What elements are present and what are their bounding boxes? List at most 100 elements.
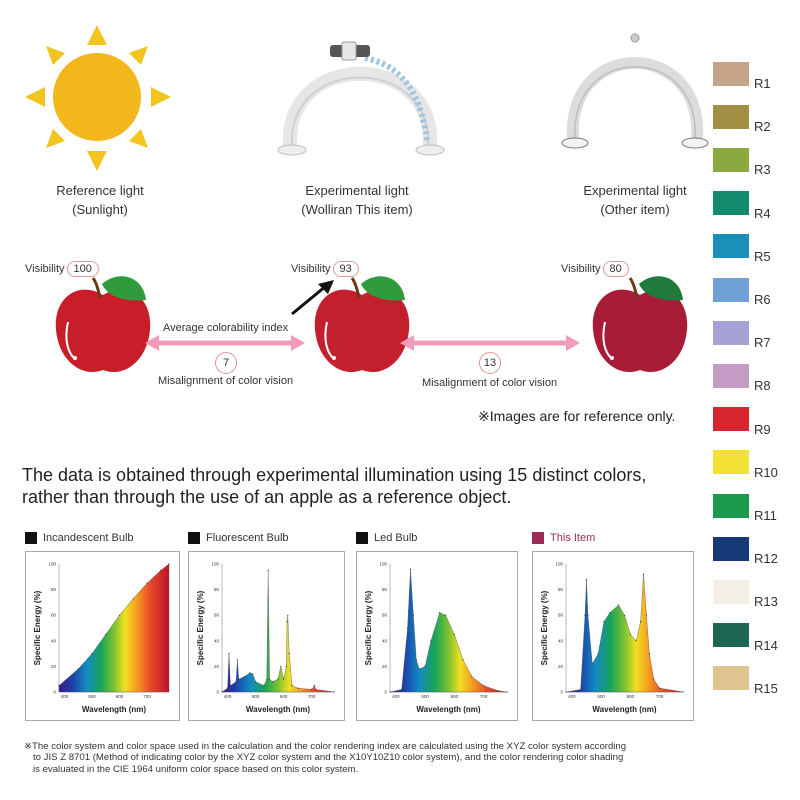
visibility-label: Visibility bbox=[291, 263, 331, 275]
spectrum-point bbox=[471, 676, 473, 678]
spectrum-point bbox=[91, 653, 93, 655]
spectrum-point bbox=[418, 668, 420, 670]
footnote: ※The color system and color space used i… bbox=[24, 741, 704, 775]
swatch-label: R1 bbox=[754, 76, 771, 91]
chart-panel-incandescent: 0 20 40 60 80 100 400 500 600 700 Wavelength (nm) S… bbox=[25, 551, 180, 721]
spectrum-point bbox=[58, 685, 60, 687]
spectrum-point bbox=[645, 614, 648, 616]
swatch-label: R5 bbox=[754, 248, 771, 264]
legend-label: Incandescent Bulb bbox=[43, 532, 134, 544]
chart-panel-fluorescent: 0 20 40 60 80 100 400 500 600 700 Wavelength (nm) S… bbox=[188, 551, 345, 721]
x-tick-label: 500 bbox=[597, 694, 605, 699]
swatch-label: R2 bbox=[754, 119, 771, 135]
spectrum-chart: 0 20 40 60 80 100 400 500 600 700 Wavelength (nm) S… bbox=[364, 562, 508, 714]
swatch-box bbox=[713, 61, 749, 86]
footnote-line: to JIS Z 8701 (Method of indicating colo… bbox=[33, 752, 624, 764]
swatch-box bbox=[713, 450, 749, 475]
light-title: Reference light bbox=[56, 183, 144, 198]
y-tick-label: 100 bbox=[555, 562, 563, 567]
spectrum-point bbox=[263, 685, 265, 687]
swatch-box bbox=[713, 191, 749, 216]
y-tick-label: 0 bbox=[384, 690, 387, 695]
spectrum-chart: 0 20 40 60 80 100 400 500 600 700 Wavelength (nm) S… bbox=[33, 562, 170, 714]
spectrum-point bbox=[288, 653, 290, 655]
spectrum-point bbox=[623, 614, 626, 616]
swatch-label: R13 bbox=[754, 594, 778, 610]
misalignment-caption: Misalignment of color vision bbox=[158, 375, 294, 387]
swatch-box bbox=[713, 407, 749, 432]
swatch-label: R8 bbox=[754, 378, 771, 394]
spectrum-point bbox=[629, 633, 631, 635]
spectrum-point bbox=[277, 678, 279, 680]
x-tick-label: 700 bbox=[143, 694, 151, 699]
spectrum-point bbox=[297, 687, 299, 689]
legend-swatch bbox=[532, 532, 544, 544]
x-tick-label: 500 bbox=[421, 694, 429, 699]
disclaimer: ※Images are for reference only. bbox=[478, 408, 676, 424]
swatch-box bbox=[713, 277, 749, 302]
spectrum-area bbox=[565, 574, 684, 693]
legend-swatch bbox=[188, 532, 200, 544]
spectrum-point bbox=[287, 614, 289, 616]
light-label-reference: Reference light (Sunlight) bbox=[10, 181, 190, 219]
visibility-value: 93 bbox=[332, 261, 359, 277]
spectrum-point bbox=[635, 640, 637, 642]
x-tick-label: 600 bbox=[280, 694, 288, 699]
swatch-label: R11 bbox=[754, 508, 777, 523]
spectrum-point bbox=[587, 614, 589, 616]
spectrum-point bbox=[286, 621, 288, 623]
x-tick-label: 600 bbox=[116, 694, 124, 699]
x-tick-label: 700 bbox=[656, 694, 664, 699]
x-tick-label: 400 bbox=[61, 694, 69, 699]
x-tick-label: 400 bbox=[568, 694, 576, 699]
color-swatch-r14: R14 bbox=[713, 618, 778, 653]
legend-swatch bbox=[25, 532, 37, 544]
swatch-label: R10 bbox=[754, 464, 778, 480]
apple-icon bbox=[592, 276, 688, 373]
y-tick-label: 60 bbox=[382, 613, 388, 618]
swatch-box bbox=[713, 363, 749, 388]
x-axis-title: Wavelength (nm) bbox=[246, 705, 310, 714]
apple-icon bbox=[55, 276, 151, 373]
headline-line: rather than through the use of an apple … bbox=[22, 487, 512, 507]
spectrum-point bbox=[444, 614, 447, 616]
footnote-line: ※The color system and color space used i… bbox=[24, 741, 627, 752]
comparison-arrow-icon bbox=[400, 335, 580, 351]
spectrum-point bbox=[430, 640, 432, 642]
color-swatch-r12: R12 bbox=[713, 531, 778, 566]
spectrum-point bbox=[597, 653, 599, 655]
spectrum-area bbox=[58, 563, 170, 693]
spectrum-point bbox=[462, 659, 464, 661]
color-swatch-r7: R7 bbox=[713, 315, 771, 350]
arrow-icon bbox=[291, 280, 334, 316]
y-tick-label: 40 bbox=[558, 638, 564, 643]
spectrum-point bbox=[453, 633, 455, 635]
y-axis-title: Specific Energy (%) bbox=[33, 590, 42, 665]
visibility-indicator: Visibility 93 bbox=[291, 261, 359, 277]
swatch-label: R14 bbox=[754, 637, 778, 653]
spectrum-point bbox=[243, 676, 245, 678]
y-tick-label: 40 bbox=[214, 638, 220, 643]
spectrum-point bbox=[228, 653, 230, 655]
color-swatch-r8: R8 bbox=[713, 358, 771, 393]
y-tick-label: 0 bbox=[53, 690, 56, 695]
y-tick-label: 20 bbox=[214, 664, 220, 669]
y-tick-label: 60 bbox=[558, 613, 564, 618]
chart-legend-item: Incandescent Bulb bbox=[25, 532, 134, 544]
color-swatch-r2: R2 bbox=[713, 99, 771, 134]
spectrum-point bbox=[255, 681, 257, 683]
headline-line: The data is obtained through experimenta… bbox=[22, 465, 647, 485]
swatch-box bbox=[713, 623, 749, 648]
x-tick-label: 700 bbox=[480, 694, 488, 699]
x-tick-label: 600 bbox=[451, 694, 459, 699]
color-swatch-r1: R1 bbox=[713, 56, 771, 91]
spectrum-point bbox=[315, 688, 317, 691]
spectrum-point bbox=[236, 659, 238, 661]
y-axis-title: Specific Energy (%) bbox=[364, 590, 373, 665]
chart-panel-led: 0 20 40 60 80 100 400 500 600 700 Wavelength (nm) S… bbox=[356, 551, 518, 721]
legend-label: This Item bbox=[550, 532, 596, 544]
spectrum-point bbox=[77, 668, 79, 670]
y-tick-label: 40 bbox=[51, 638, 57, 643]
spectrum-point bbox=[160, 569, 162, 571]
swatch-label: R3 bbox=[754, 162, 771, 178]
